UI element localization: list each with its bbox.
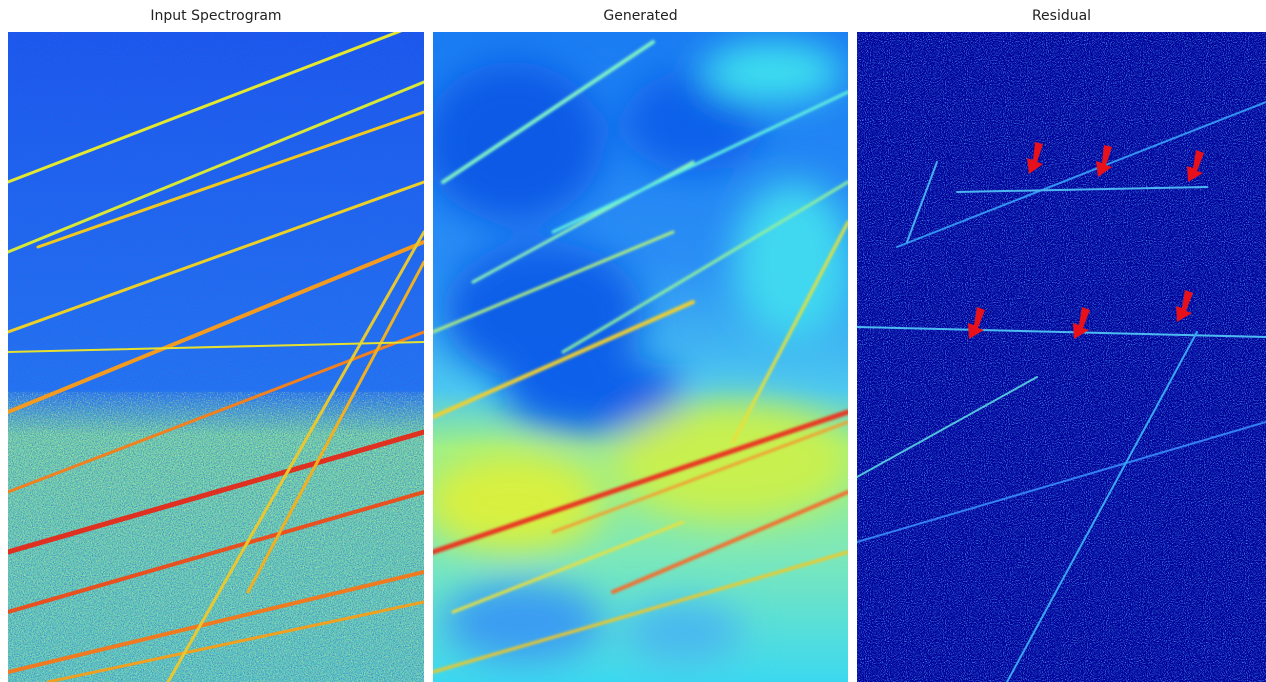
generated-title: Generated [603, 8, 678, 24]
arrow-icon [1027, 142, 1043, 174]
input-spectrogram-image [8, 32, 424, 682]
residual-arrows [968, 142, 1204, 339]
residual-image [857, 32, 1266, 682]
arrow-icon [1073, 307, 1090, 339]
arrow-icon [968, 307, 985, 339]
arrow-icon [1096, 145, 1112, 177]
residual-title: Residual [1031, 8, 1092, 24]
generated-image [433, 32, 848, 682]
arrow-icon [1176, 290, 1193, 322]
input-spectrogram-title: Input Spectrogram [150, 8, 282, 24]
arrow-icon [1187, 150, 1204, 182]
